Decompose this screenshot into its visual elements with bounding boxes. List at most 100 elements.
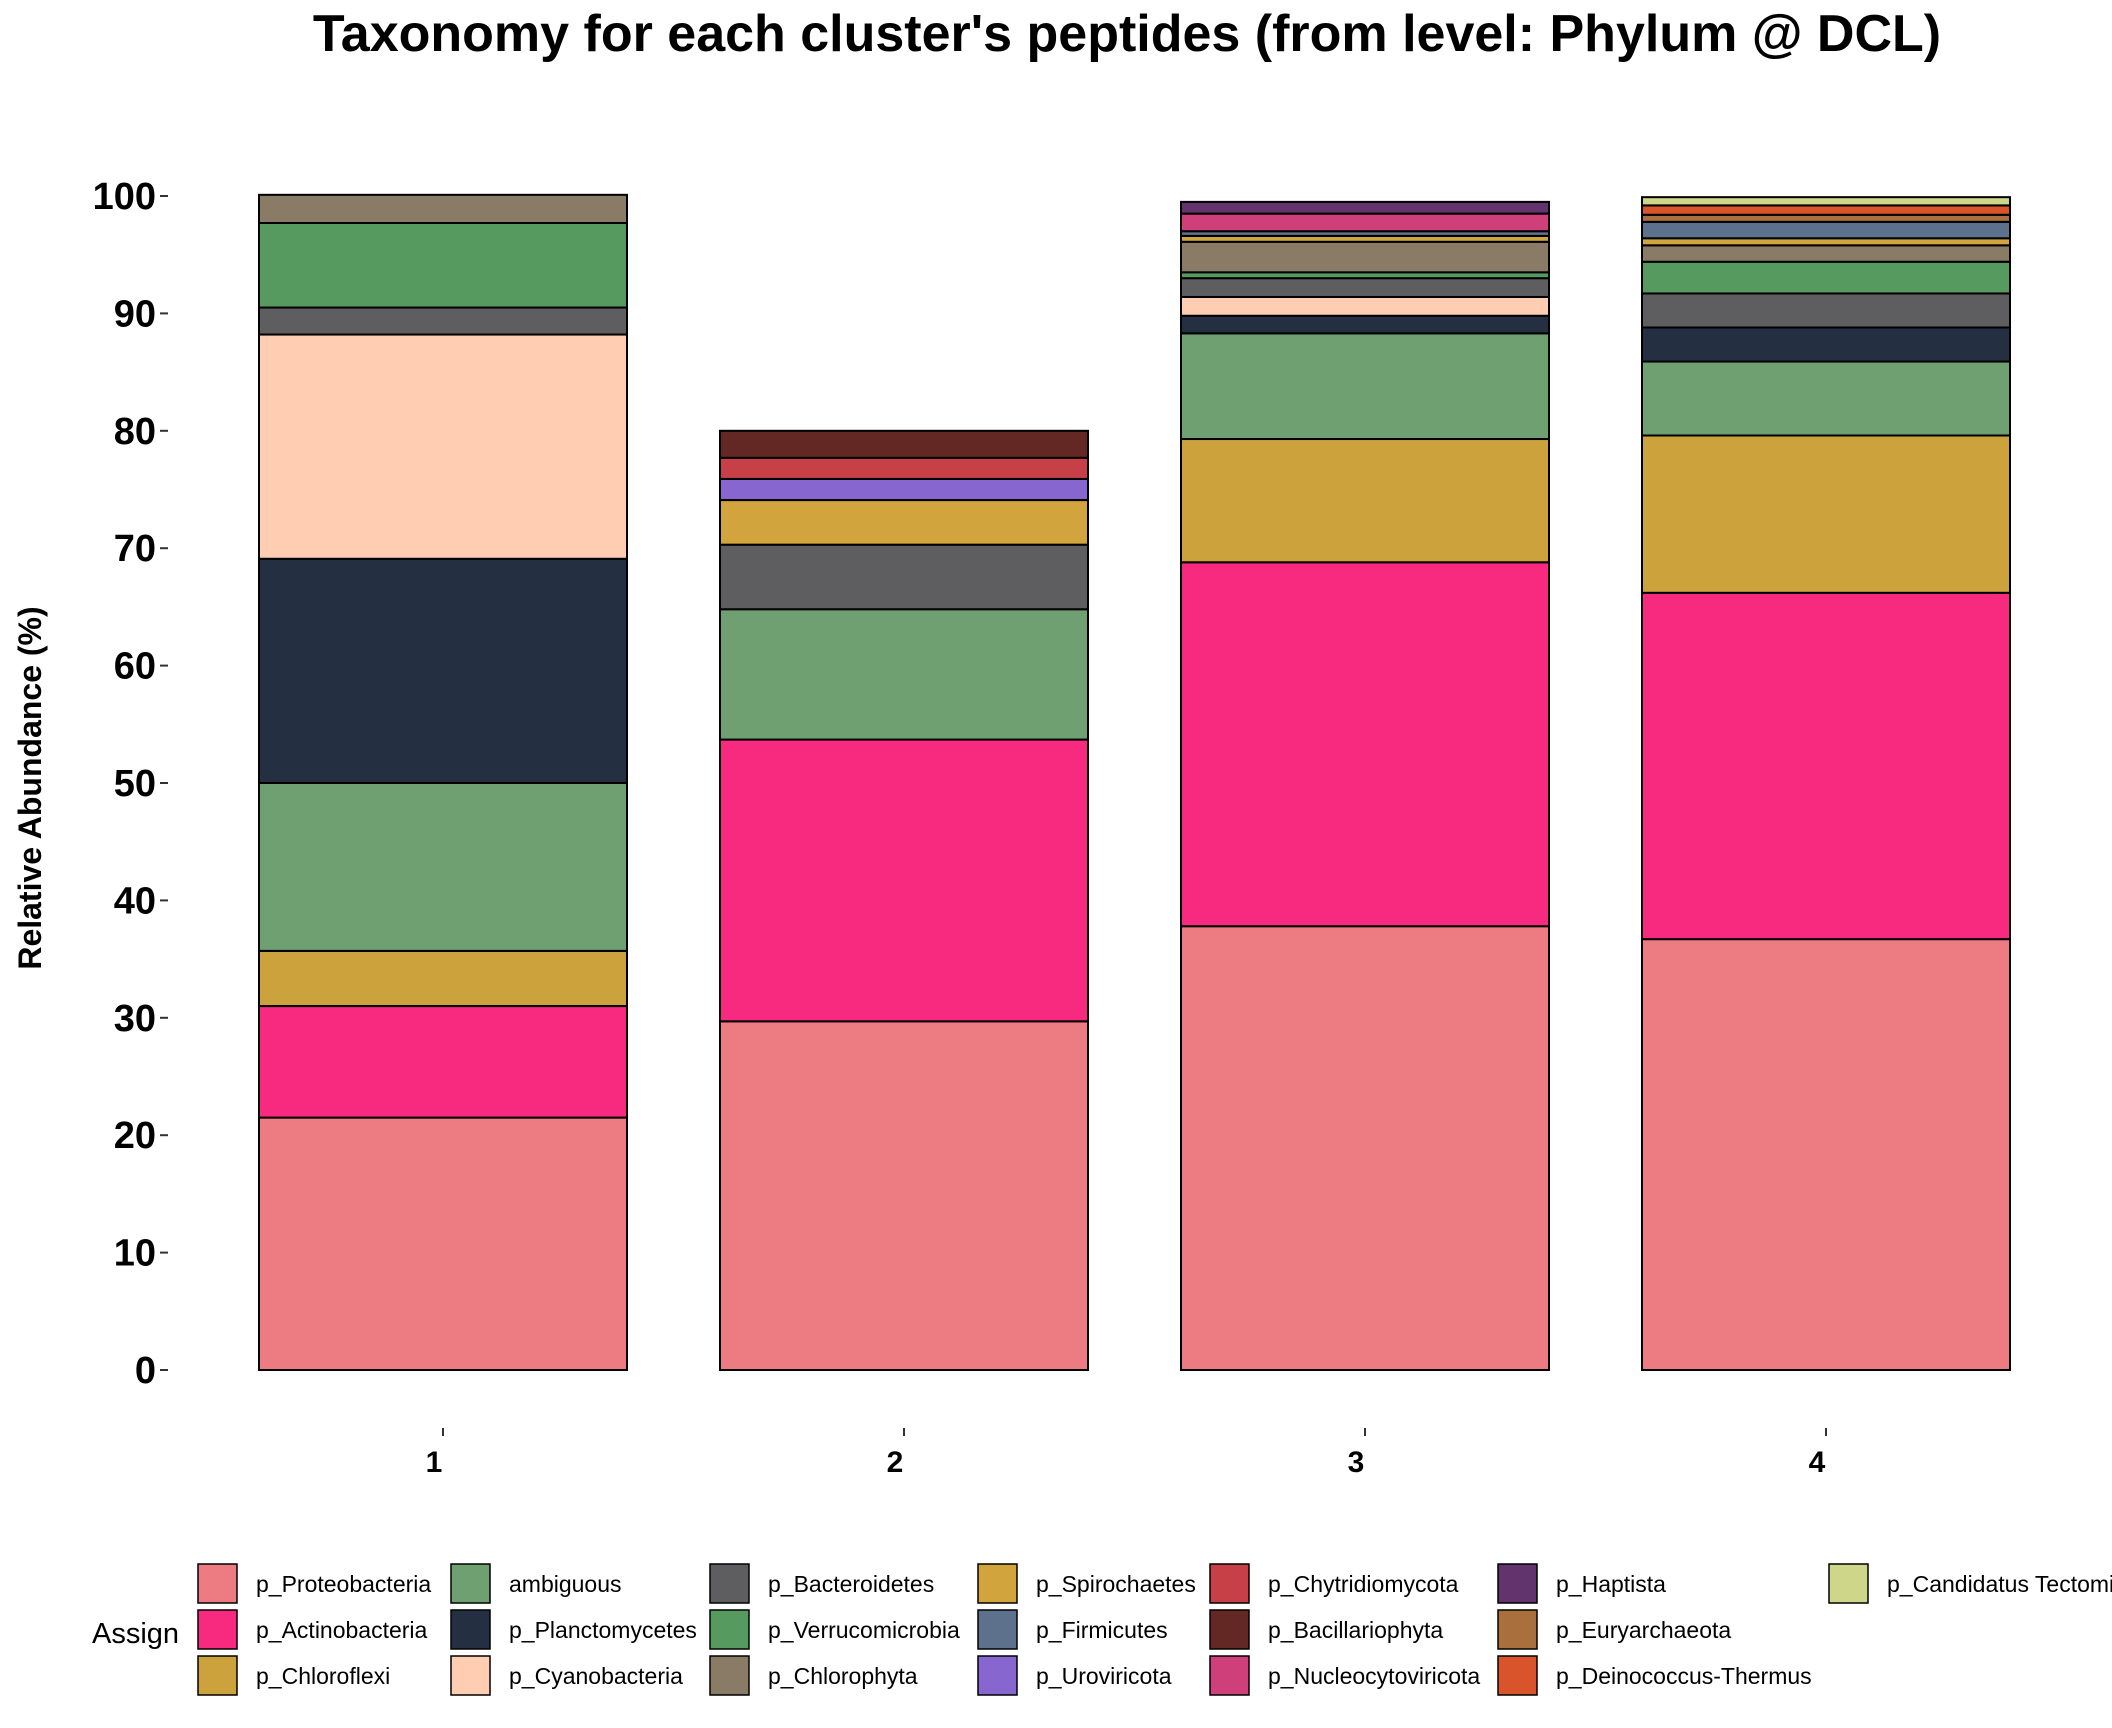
- legend-swatch: [1497, 1609, 1538, 1650]
- x-tick-label: 1: [426, 1446, 443, 1479]
- legend-label: p_Uroviricota: [1036, 1663, 1172, 1689]
- legend-label: p_Haptista: [1556, 1571, 1666, 1597]
- bar-segment: [1641, 196, 2011, 207]
- legend-swatch: [450, 1563, 491, 1604]
- bar-segment: [1180, 212, 1550, 233]
- legend-swatch: [977, 1563, 1018, 1604]
- y-tick-label: 90: [114, 293, 156, 335]
- legend-item: p_Bacillariophyta: [1209, 1609, 1443, 1650]
- bar-segment: [1641, 938, 2011, 1372]
- y-axis-label: Relative Abundance (%): [12, 606, 48, 969]
- legend-item: p_Candidatus Tectomi: [1828, 1563, 2112, 1604]
- legend-item: p_Nucleocytoviricota: [1209, 1655, 1480, 1696]
- y-tick-label: 100: [93, 176, 156, 218]
- y-tick-label: 80: [114, 411, 156, 453]
- bar-segment: [719, 608, 1089, 741]
- bar-segment: [1641, 244, 2011, 263]
- legend-label: p_Proteobacteria: [256, 1571, 431, 1597]
- chart-title: Taxonomy for each cluster's peptides (fr…: [313, 5, 1941, 63]
- legend-label: p_Firmicutes: [1036, 1617, 1168, 1643]
- legend-swatch: [977, 1609, 1018, 1650]
- legend-swatch: [197, 1563, 238, 1604]
- y-tick-label: 10: [114, 1233, 156, 1275]
- legend-swatch: [197, 1655, 238, 1696]
- legend-item: p_Planctomycetes: [450, 1609, 697, 1650]
- bar-segment: [1180, 438, 1550, 564]
- legend-item: p_Chlorophyta: [709, 1655, 918, 1696]
- legend-item: p_Proteobacteria: [197, 1563, 431, 1604]
- x-tick-label: 3: [1348, 1446, 1365, 1479]
- legend-label: p_Verrucomicrobia: [768, 1617, 960, 1643]
- legend-item: p_Bacteroidetes: [709, 1563, 934, 1604]
- y-tick-label: 50: [114, 763, 156, 805]
- bar-segment: [258, 333, 628, 560]
- bar-segment: [258, 306, 628, 336]
- bar-segment: [258, 1005, 628, 1119]
- bar-segment: [1641, 237, 2011, 247]
- bar-segment: [719, 456, 1089, 480]
- bar-segment: [1641, 213, 2011, 223]
- legend-item: p_Euryarchaeota: [1497, 1609, 1731, 1650]
- bar-stack-2: [719, 429, 1089, 1372]
- bar-segment: [1180, 925, 1550, 1372]
- legend-label: ambiguous: [509, 1571, 622, 1597]
- bar-segment: [719, 543, 1089, 611]
- legend-label: p_Bacteroidetes: [768, 1571, 934, 1597]
- bar-segment: [1180, 277, 1550, 298]
- bar-segment: [1641, 204, 2011, 216]
- bar-segment: [1641, 591, 2011, 941]
- y-tick-label: 40: [114, 880, 156, 922]
- legend-label: p_Candidatus Tectomi: [1887, 1571, 2112, 1597]
- legend-item: p_Uroviricota: [977, 1655, 1172, 1696]
- bar-segment: [1180, 332, 1550, 441]
- legend-swatch: [1828, 1563, 1869, 1604]
- legend-item: p_Verrucomicrobia: [709, 1609, 960, 1650]
- legend-label: p_Actinobacteria: [256, 1617, 428, 1643]
- legend-item: p_Firmicutes: [977, 1609, 1168, 1650]
- legend-item: ambiguous: [450, 1563, 622, 1604]
- y-tick-label: 30: [114, 998, 156, 1040]
- legend-swatch: [450, 1655, 491, 1696]
- y-tick-label: 70: [114, 528, 156, 570]
- bar-segment: [719, 738, 1089, 1023]
- bar-segment: [258, 949, 628, 1008]
- legend-item: p_Actinobacteria: [197, 1609, 428, 1650]
- bar-segment: [1180, 561, 1550, 928]
- legend: Assign p_Proteobacteriap_Actinobacteriap…: [92, 1563, 2112, 1696]
- bar-segment: [1180, 295, 1550, 317]
- bar-segment: [1641, 434, 2011, 594]
- bar-segment: [719, 1020, 1089, 1372]
- legend-swatch: [977, 1655, 1018, 1696]
- y-tick-label: 20: [114, 1115, 156, 1157]
- legend-label: p_Chlorophyta: [768, 1663, 918, 1689]
- legend-swatch: [197, 1609, 238, 1650]
- legend-item: p_Chloroflexi: [197, 1655, 390, 1696]
- bar-segment: [1641, 326, 2011, 363]
- legend-item: p_Cyanobacteria: [450, 1655, 683, 1696]
- legend-item: p_Spirochaetes: [977, 1563, 1196, 1604]
- bar-stack-3: [1180, 200, 1550, 1372]
- bar-segment: [1180, 240, 1550, 274]
- bar-segment: [258, 782, 628, 952]
- legend-label: p_Planctomycetes: [509, 1617, 697, 1643]
- legend-item: p_Deinococcus-Thermus: [1497, 1655, 1812, 1696]
- legend-item: p_Chytridiomycota: [1209, 1563, 1459, 1604]
- legend-label: p_Euryarchaeota: [1556, 1617, 1731, 1643]
- bar-segment: [1641, 292, 2011, 329]
- x-tick-label: 2: [887, 1446, 904, 1479]
- bar-segment: [1641, 220, 2011, 240]
- legend-swatch: [709, 1609, 750, 1650]
- legend-label: p_Cyanobacteria: [509, 1663, 683, 1689]
- x-tick-label: 4: [1809, 1446, 1826, 1479]
- legend-label: p_Bacillariophyta: [1268, 1617, 1443, 1643]
- bar-segment: [1180, 314, 1550, 335]
- legend-swatch: [1209, 1609, 1250, 1650]
- legend-label: p_Spirochaetes: [1036, 1571, 1196, 1597]
- y-tick-label: 60: [114, 646, 156, 688]
- legend-swatch: [450, 1609, 491, 1650]
- x-axis: 1 2 3 4: [426, 1428, 1827, 1479]
- legend-label: p_Nucleocytoviricota: [1268, 1663, 1480, 1689]
- legend-label: p_Chloroflexi: [256, 1663, 390, 1689]
- bar-segment: [719, 499, 1089, 546]
- bar-segment: [719, 477, 1089, 502]
